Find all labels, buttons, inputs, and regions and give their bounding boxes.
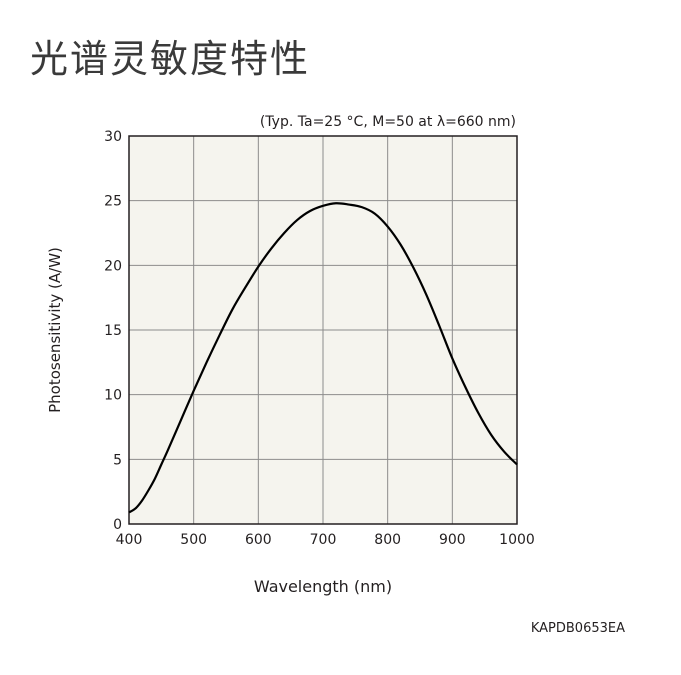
- y-tick-label: 0: [113, 517, 122, 533]
- x-tick-label: 600: [245, 532, 272, 548]
- y-tick-label: 5: [113, 452, 122, 468]
- x-tick-label: 900: [439, 532, 466, 548]
- x-tick-label: 700: [310, 532, 337, 548]
- x-tick-label: 500: [180, 532, 207, 548]
- x-tick-label: 400: [116, 532, 143, 548]
- plot-frame: [128, 135, 518, 525]
- x-tick-label: 800: [374, 532, 401, 548]
- photosensitivity-curve: [128, 202, 518, 514]
- y-tick-label: 20: [104, 258, 122, 274]
- measurement-conditions: (Typ. Ta=25 °C, M=50 at λ=660 nm): [259, 114, 516, 130]
- document-code: KAPDB0653EA: [530, 621, 625, 636]
- y-tick-label: 15: [104, 323, 122, 339]
- y-tick-label: 10: [104, 388, 122, 404]
- page-title: 光谱灵敏度特性: [30, 37, 311, 81]
- y-tick-label: 25: [104, 194, 122, 210]
- x-tick-label: 1000: [499, 532, 535, 548]
- x-axis-label: Wavelength (nm): [253, 577, 393, 596]
- y-tick-label: 30: [104, 129, 122, 145]
